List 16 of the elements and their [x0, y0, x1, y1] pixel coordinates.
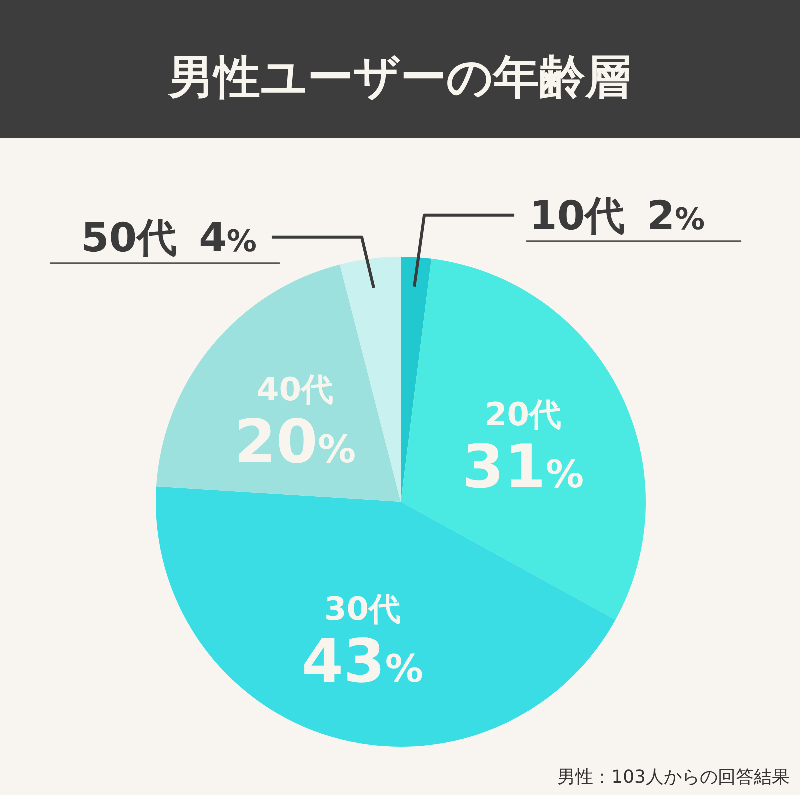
data-label: 31% — [462, 432, 584, 503]
text: 男性：103人からの回答結果 — [558, 767, 790, 788]
slice-label: 30代 — [324, 590, 401, 628]
data-label: 20% — [234, 408, 356, 478]
pie-slice — [401, 257, 432, 502]
data-label: 43% — [302, 626, 424, 697]
slice-label: 10代 — [530, 193, 626, 240]
slice-label: 20代 — [484, 396, 562, 434]
data-label: 2% — [647, 193, 706, 240]
pie-slice — [156, 486, 616, 747]
chart-title: 男性ユーザーの年齢層 — [166, 50, 632, 104]
slice-label: 40代 — [257, 370, 334, 409]
pie-slice — [401, 258, 646, 620]
data-label: 4% — [199, 215, 257, 262]
slice-label: 50代 — [81, 215, 178, 262]
pie-slice — [156, 264, 401, 502]
